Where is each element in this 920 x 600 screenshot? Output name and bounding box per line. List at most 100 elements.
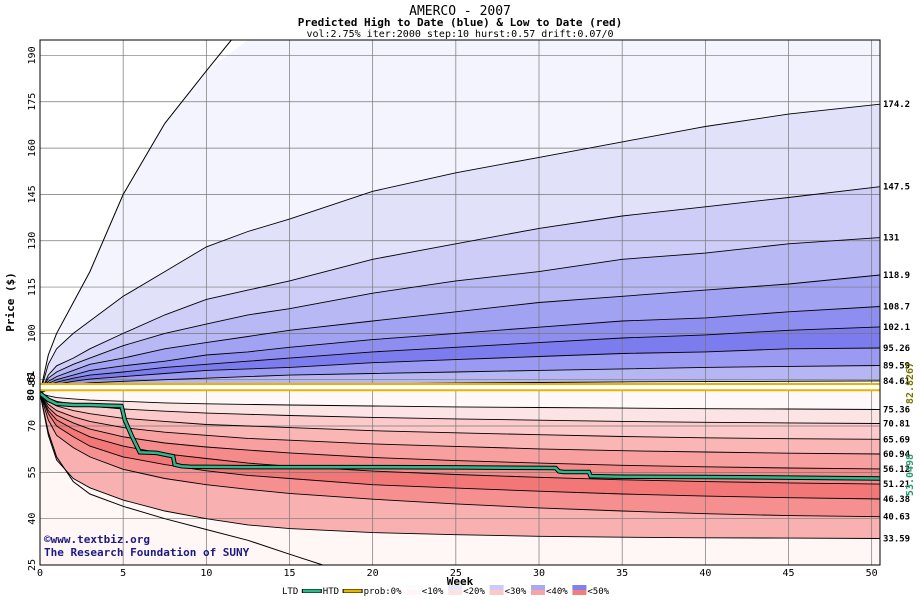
band-end-label: 89.59 bbox=[883, 362, 910, 372]
band-end-label: 147.5 bbox=[883, 183, 910, 193]
x-tick-label: 5 bbox=[120, 568, 126, 579]
x-tick-label: 25 bbox=[450, 568, 462, 579]
y-tick-label: 40 bbox=[27, 513, 38, 525]
legend-swatch bbox=[343, 589, 362, 593]
low-band-line bbox=[40, 392, 880, 410]
legend-label: LTD bbox=[282, 587, 298, 597]
low-band-fill bbox=[40, 393, 880, 485]
x-axis-label: Week bbox=[447, 575, 474, 588]
band-end-label: 118.9 bbox=[883, 271, 910, 281]
high-band-fill bbox=[40, 40, 880, 394]
chart-title: AMERCO - 2007 bbox=[409, 4, 511, 19]
band-end-label: 131 bbox=[883, 234, 899, 244]
low-band-line bbox=[40, 393, 880, 500]
y-tick-label: 25 bbox=[27, 559, 38, 571]
legend-swatch-high bbox=[489, 585, 504, 590]
low-band-fill bbox=[40, 393, 880, 539]
legend-label: <20% bbox=[463, 587, 485, 597]
chart-params: vol:2.75% iter:2000 step:10 hurst:0.57 d… bbox=[306, 29, 613, 40]
ltd-line bbox=[40, 392, 880, 480]
band-end-label: 102.1 bbox=[883, 323, 910, 333]
x-tick-label: 45 bbox=[782, 568, 794, 579]
band-end-label: 75.36 bbox=[883, 405, 910, 415]
start-value-label: 80.61 bbox=[26, 371, 37, 401]
y-tick-label: 130 bbox=[27, 232, 38, 250]
y-tick-label: 100 bbox=[27, 324, 38, 342]
band-end-label: 51.21 bbox=[883, 480, 910, 490]
ltd-end-label: 53.0498 bbox=[905, 454, 916, 496]
band-end-label: 84.61 bbox=[883, 377, 910, 387]
low-band-line bbox=[40, 393, 880, 518]
high-band-line bbox=[40, 237, 880, 394]
low-band-fill bbox=[40, 393, 880, 454]
y-tick-label: 145 bbox=[27, 185, 38, 203]
band-end-label: 108.7 bbox=[883, 303, 910, 313]
credit-website: ©www.textbiz.org bbox=[44, 533, 150, 546]
legend-label: prob:0% bbox=[364, 587, 403, 597]
legend-swatch-low bbox=[406, 590, 421, 595]
legend: LTD HTD prob:0% <10% <20% <30% <40% <50% bbox=[282, 585, 610, 597]
outer-low-line bbox=[40, 393, 323, 565]
high-band-line bbox=[40, 306, 880, 394]
low-band-fill bbox=[40, 393, 880, 517]
high-band-fill bbox=[40, 326, 880, 394]
x-tick-label: 35 bbox=[616, 568, 628, 579]
band-end-label: 95.26 bbox=[883, 344, 910, 354]
legend-label: <40% bbox=[546, 587, 568, 597]
credit-organization: The Research Foundation of SUNY bbox=[44, 546, 250, 559]
band-end-label: 70.81 bbox=[883, 420, 910, 430]
low-band-fill bbox=[40, 393, 880, 440]
legend-label: <10% bbox=[422, 587, 444, 597]
low-band-line bbox=[40, 393, 880, 539]
y-tick-label: 160 bbox=[27, 139, 38, 157]
x-tick-label: 40 bbox=[699, 568, 711, 579]
x-tick-label: 20 bbox=[367, 568, 379, 579]
low-band-line bbox=[40, 393, 880, 485]
high-band-line bbox=[40, 347, 880, 394]
legend-swatch-low bbox=[531, 590, 545, 595]
band-end-label: 174.2 bbox=[883, 100, 910, 110]
legend-swatch-high bbox=[448, 585, 463, 590]
high-band-fill bbox=[40, 306, 880, 394]
outer-high-area bbox=[40, 40, 880, 394]
legend-swatch-low bbox=[489, 590, 504, 595]
high-band-line bbox=[40, 326, 880, 394]
legend-swatch-high bbox=[572, 585, 587, 590]
high-band-fill bbox=[40, 237, 880, 394]
y-tick-label: 115 bbox=[27, 278, 38, 296]
y-tick-label: 55 bbox=[27, 466, 38, 478]
x-tick-label: 50 bbox=[866, 568, 878, 579]
high-band-fill bbox=[40, 186, 880, 394]
low-band-line bbox=[40, 393, 880, 470]
current-range-label: 82.8267 bbox=[905, 362, 916, 404]
low-band-line bbox=[40, 392, 880, 440]
low-band-fill bbox=[40, 393, 880, 424]
high-band-fill bbox=[40, 348, 880, 394]
chart-subtitle: Predicted High to Date (blue) & Low to D… bbox=[298, 16, 623, 29]
high-band-line bbox=[40, 103, 880, 394]
outer-high-line bbox=[40, 40, 880, 394]
band-end-label: 40.63 bbox=[883, 513, 910, 523]
legend-label: HTD bbox=[323, 587, 339, 597]
legend-swatch-high bbox=[531, 585, 545, 590]
x-tick-label: 0 bbox=[37, 568, 43, 579]
x-tick-label: 10 bbox=[200, 568, 212, 579]
plot-area: 0 5 10 15 20 25 30 35 40 45 50 25 40 55 70 85 100 115 130 1… bbox=[27, 39, 911, 579]
low-band-line bbox=[40, 393, 880, 455]
plot-frame bbox=[39, 39, 881, 566]
high-band-fill bbox=[40, 104, 880, 394]
legend-swatch bbox=[302, 589, 321, 593]
high-band-line bbox=[40, 186, 880, 394]
y-tick-label: 85 bbox=[27, 374, 38, 386]
y-tick-label: 190 bbox=[27, 46, 38, 64]
band-end-label: 33.59 bbox=[883, 534, 910, 544]
legend-swatch-high bbox=[406, 585, 421, 590]
y-axis-label: Price ($) bbox=[4, 272, 17, 332]
legend-swatch-low bbox=[572, 590, 587, 595]
band-end-label: 46.38 bbox=[883, 495, 910, 505]
current-range-band bbox=[40, 384, 880, 391]
y-tick-label: 175 bbox=[27, 93, 38, 111]
plot-clipped bbox=[40, 40, 880, 565]
